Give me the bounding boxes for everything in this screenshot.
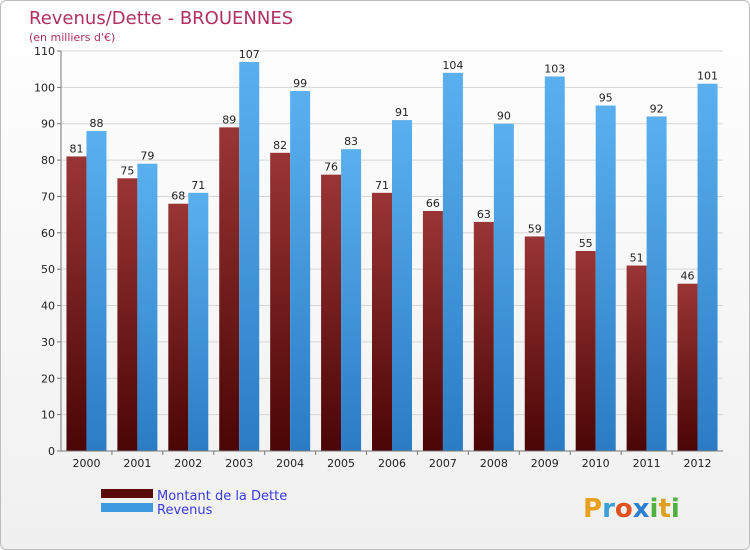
bar-revenus-2000	[86, 131, 107, 451]
y-tick-label: 30	[41, 336, 55, 349]
bar-debt-2012	[677, 283, 698, 451]
y-tick-label: 10	[41, 409, 55, 422]
value-label-revenus-2009: 103	[544, 62, 565, 75]
value-label-revenus-2008: 90	[497, 110, 511, 123]
value-label-debt-2007: 66	[426, 197, 440, 210]
bar-revenus-2007	[442, 72, 463, 452]
bar-revenus-2001	[137, 163, 158, 451]
bar-debt-2004	[270, 152, 291, 451]
bar-debt-2003	[219, 127, 240, 451]
x-tick-label: 2008	[480, 457, 508, 470]
bar-revenus-2010	[595, 105, 616, 451]
logo-letter: t	[658, 494, 670, 524]
y-tick-label: 60	[41, 227, 55, 240]
value-label-debt-2004: 82	[273, 139, 287, 152]
value-label-revenus-2006: 91	[395, 106, 409, 119]
y-tick-label: 110	[34, 45, 55, 58]
value-label-debt-2011: 51	[630, 252, 644, 265]
logo-letter: x	[633, 494, 650, 524]
value-label-revenus-2012: 101	[697, 70, 718, 83]
bar-revenus-2006	[392, 120, 412, 451]
x-tick-label: 2007	[429, 457, 457, 470]
y-tick-label: 40	[41, 300, 55, 313]
bar-revenus-2004	[290, 91, 311, 451]
bar-debt-2010	[575, 251, 596, 451]
value-label-revenus-2010: 95	[599, 92, 613, 105]
logo-letter: r	[602, 494, 615, 524]
logo-letter: P	[583, 494, 602, 524]
bar-debt-2001	[117, 178, 138, 452]
y-tick-label: 50	[41, 263, 55, 276]
bar-debt-2008	[473, 221, 494, 451]
value-label-revenus-2005: 83	[344, 135, 358, 148]
value-label-debt-2009: 59	[528, 222, 542, 235]
value-label-debt-2000: 81	[69, 142, 83, 155]
value-label-debt-2002: 68	[171, 190, 185, 203]
value-label-debt-2012: 46	[681, 270, 695, 283]
legend-swatch-revenus	[101, 503, 153, 512]
legend-label-debt: Montant de la Dette	[157, 489, 287, 504]
x-tick-label: 2010	[582, 457, 610, 470]
bar-debt-2006	[372, 192, 392, 451]
y-tick-label: 20	[41, 372, 55, 385]
bar-revenus-2003	[239, 61, 260, 452]
x-tick-label: 2009	[531, 457, 559, 470]
legend-swatch-debt	[101, 489, 153, 498]
y-tick-label: 0	[48, 445, 55, 458]
bar-debt-2007	[422, 211, 443, 451]
value-label-revenus-2002: 71	[191, 179, 205, 192]
logo-letter: i	[671, 494, 680, 524]
value-label-revenus-2000: 88	[89, 117, 103, 130]
y-tick-label: 80	[41, 154, 55, 167]
x-tick-label: 2006	[378, 457, 406, 470]
value-label-revenus-2004: 99	[293, 77, 307, 90]
bar-revenus-2005	[341, 149, 362, 451]
x-tick-label: 2003	[225, 457, 253, 470]
bar-debt-2005	[321, 174, 342, 452]
legend-label-revenus: Revenus	[157, 503, 213, 518]
value-label-debt-2008: 63	[477, 208, 491, 221]
bar-revenus-2002	[188, 192, 209, 451]
y-tick-label: 90	[41, 118, 55, 131]
logo-letter: i	[650, 494, 659, 524]
chart-subtitle: (en milliers d'€)	[29, 31, 115, 44]
bar-debt-2002	[168, 203, 189, 451]
proxiti-logo: Proxiti	[583, 494, 680, 524]
bar-revenus-2009	[544, 76, 565, 452]
value-label-debt-2003: 89	[222, 113, 236, 126]
value-label-debt-2005: 76	[324, 161, 338, 174]
x-tick-label: 2012	[684, 457, 712, 470]
bar-revenus-2012	[697, 83, 718, 452]
y-tick-label: 70	[41, 190, 55, 203]
value-label-revenus-2011: 92	[650, 102, 664, 115]
value-label-revenus-2007: 104	[442, 59, 463, 72]
value-label-revenus-2001: 79	[140, 150, 154, 163]
logo-letter: o	[615, 494, 633, 524]
value-labels: 81 88 75 79 68 71 89 107 82 99 76 83 71 91 66 104 63 90 59…	[69, 48, 718, 283]
x-tick-label: 2005	[327, 457, 355, 470]
x-tick-label: 2002	[174, 457, 202, 470]
x-tick-label: 2001	[123, 457, 151, 470]
value-label-debt-2006: 71	[375, 179, 389, 192]
y-tick-label: 100	[34, 81, 55, 94]
bar-debt-2000	[66, 156, 87, 452]
x-tick-label: 2004	[276, 457, 304, 470]
bar-revenus-2008	[493, 123, 514, 452]
bar-debt-2011	[626, 265, 647, 451]
chart-title: Revenus/Dette - BROUENNES	[29, 8, 293, 29]
value-label-debt-2010: 55	[579, 237, 593, 250]
x-axis-ticks: 2000 2001 2002 2003 2004 2005 2006 2007 2008 2009…	[72, 451, 712, 470]
bar-revenus-2011	[646, 116, 667, 452]
x-tick-label: 2000	[72, 457, 100, 470]
value-label-revenus-2003: 107	[239, 48, 260, 61]
bar-debt-2009	[524, 236, 545, 451]
x-tick-label: 2011	[633, 457, 661, 470]
legend: Montant de la Dette Revenus	[101, 489, 287, 518]
y-axis-ticks: 0 10 20 30 40 50 60 70 80 90 100 110	[34, 45, 61, 458]
bars	[66, 61, 718, 452]
value-label-debt-2001: 75	[120, 164, 134, 177]
